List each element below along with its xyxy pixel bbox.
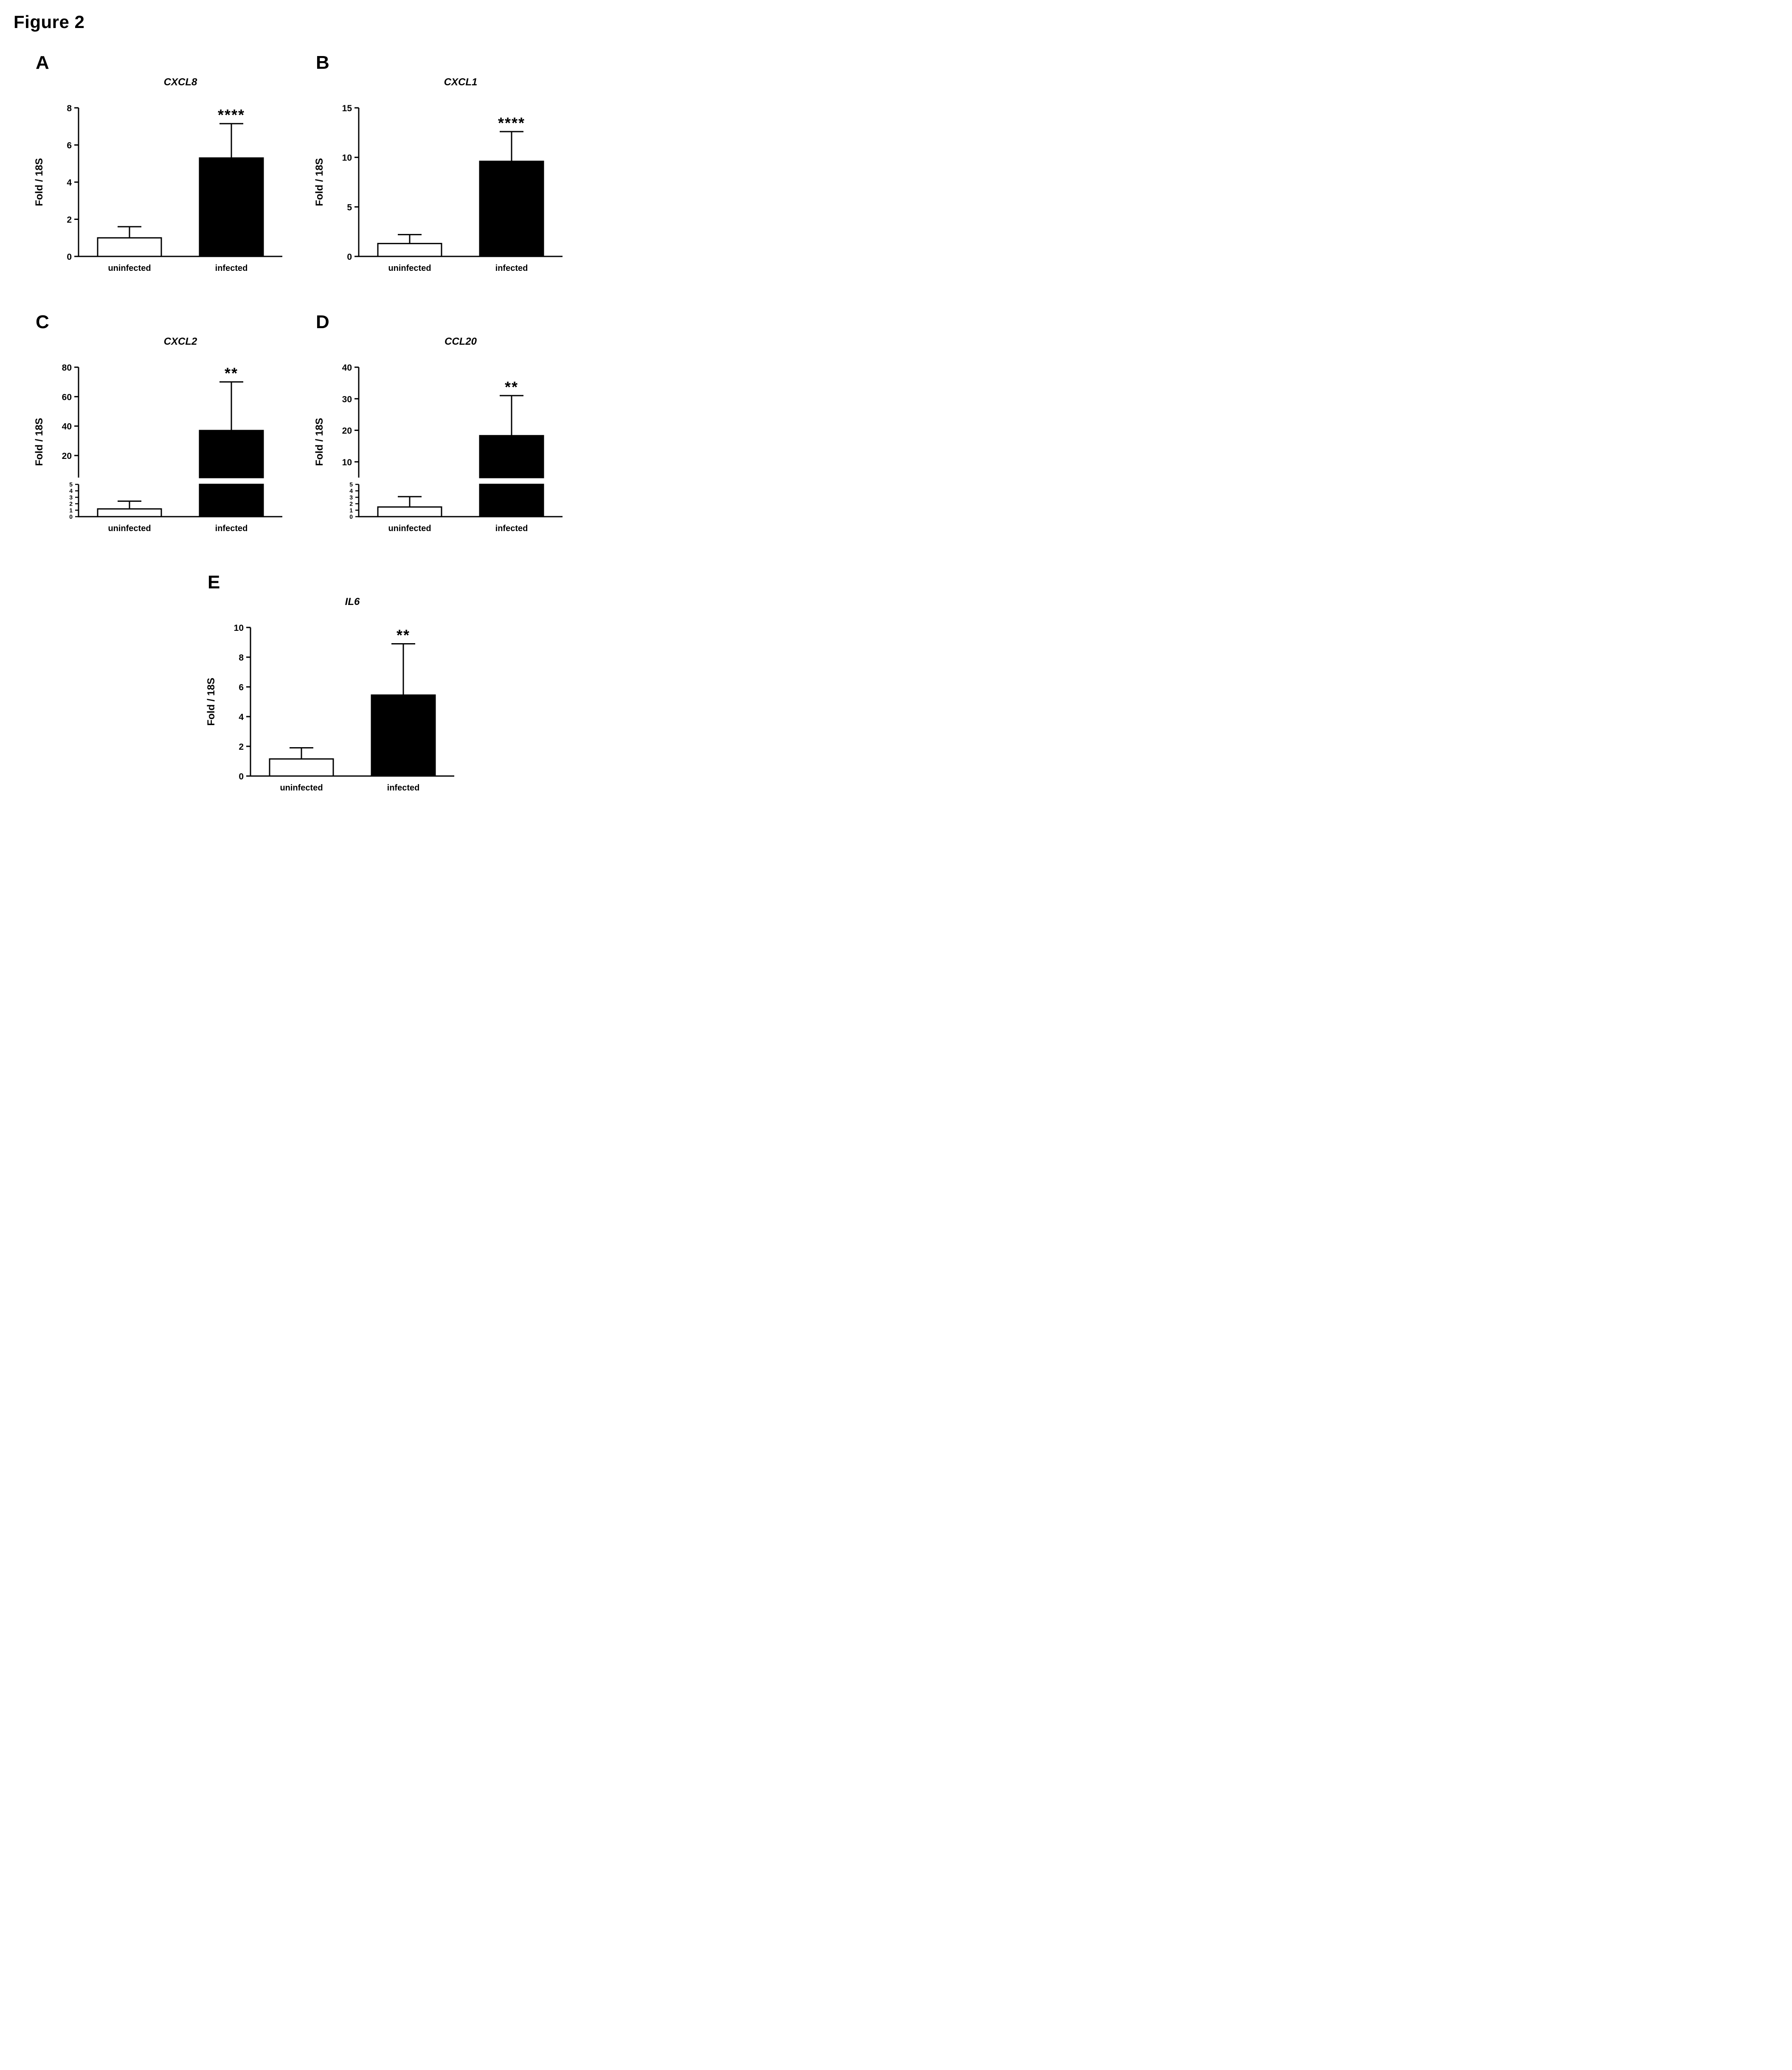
y-tick-label: 15 xyxy=(342,104,352,113)
significance-stars: **** xyxy=(498,114,525,132)
y-tick-label: 2 xyxy=(349,501,353,507)
y-tick-label: 20 xyxy=(342,426,352,436)
x-category-label: infected xyxy=(495,524,528,533)
bar-chart-cxcl1: 0 5 10 15 Fold / 18S **** uninfected infected xyxy=(314,104,563,273)
panel-label-a: A xyxy=(36,52,49,73)
y-axis-label: Fold / 18S xyxy=(205,678,217,726)
y-tick-label: 4 xyxy=(67,178,72,188)
panel-e: E IL6 0 2 4 6 8 10 Fold / 18S ** uninfected infec… xyxy=(202,573,465,796)
chart-title-ccl20: CCL20 xyxy=(444,336,477,347)
bar-uninfected-lower xyxy=(97,508,162,518)
y-tick-label: 8 xyxy=(239,653,244,663)
chart-title-cxcl1: CXCL1 xyxy=(444,76,478,88)
y-tick-label: 40 xyxy=(62,422,72,432)
y-tick-label: 3 xyxy=(349,494,353,501)
x-category-label: uninfected xyxy=(388,264,431,273)
y-axis-label: Fold / 18S xyxy=(314,418,325,466)
bar-infected-lower xyxy=(479,484,544,518)
chart-title-cxcl2: CXCL2 xyxy=(163,336,197,347)
bar-infected-upper xyxy=(199,430,264,478)
bar-infected-upper xyxy=(479,435,544,478)
bar-infected-lower xyxy=(199,484,264,518)
y-axis-label: Fold / 18S xyxy=(34,418,45,466)
x-category-label: infected xyxy=(215,264,248,273)
bar-uninfected xyxy=(97,237,162,257)
significance-stars: ** xyxy=(225,365,238,382)
y-tick-label: 60 xyxy=(62,392,72,402)
y-tick-label: 10 xyxy=(342,153,352,163)
significance-stars: ** xyxy=(397,627,410,644)
y-tick-label: 6 xyxy=(67,141,72,151)
y-tick-label: 0 xyxy=(69,513,73,520)
significance-stars: **** xyxy=(218,106,245,124)
y-tick-label: 2 xyxy=(69,501,73,507)
panel-grid: A CXCL8 0 2 4 6 8 Fold / 18S **** uninfected inf… xyxy=(30,53,597,796)
bar-chart-il6: 0 2 4 6 8 10 Fold / 18S ** uninfected infected xyxy=(205,623,454,793)
y-tick-label: 0 xyxy=(67,252,72,262)
y-axis-label: Fold / 18S xyxy=(314,158,325,206)
bar-chart-cxcl8: 0 2 4 6 8 Fold / 18S **** uninfected infected xyxy=(34,104,282,273)
bar-infected xyxy=(371,694,436,777)
bar-uninfected xyxy=(269,758,334,777)
y-tick-label: 80 xyxy=(62,363,72,373)
y-tick-label: 3 xyxy=(69,494,73,501)
x-category-label: infected xyxy=(495,264,528,273)
x-category-label: uninfected xyxy=(280,783,323,793)
panel-d: D CCL20 10 20 30 40 5 4 3 2 1 0 Fold / 18S ** uninfe… xyxy=(310,313,573,537)
bar-infected xyxy=(199,157,264,257)
panel-label-e: E xyxy=(208,572,220,593)
y-tick-label: 0 xyxy=(349,513,353,520)
x-category-label: infected xyxy=(387,783,420,793)
y-tick-label: 40 xyxy=(342,363,352,373)
y-tick-label: 6 xyxy=(239,683,244,692)
figure-title: Figure 2 xyxy=(14,12,85,32)
x-category-label: uninfected xyxy=(388,524,431,533)
y-tick-label: 0 xyxy=(347,252,352,262)
panel-label-c: C xyxy=(36,312,49,332)
panel-label-b: B xyxy=(316,52,329,73)
y-tick-label: 2 xyxy=(239,742,244,752)
significance-stars: ** xyxy=(505,378,518,396)
y-tick-label: 30 xyxy=(342,394,352,404)
y-tick-label: 4 xyxy=(349,487,353,494)
panel-b: B CXCL1 0 5 10 15 Fold / 18S **** uninfected in… xyxy=(310,53,573,277)
bar-infected xyxy=(479,160,544,257)
x-category-label: uninfected xyxy=(108,524,151,533)
y-tick-label: 5 xyxy=(347,202,352,212)
y-tick-label: 1 xyxy=(69,507,73,514)
bar-uninfected-lower xyxy=(377,506,442,518)
y-tick-label: 20 xyxy=(62,451,72,461)
y-tick-label: 10 xyxy=(342,458,352,467)
panel-label-d: D xyxy=(316,312,329,332)
y-tick-label: 10 xyxy=(234,623,244,633)
chart-title-il6: IL6 xyxy=(345,596,360,608)
y-tick-label: 0 xyxy=(239,772,244,782)
y-tick-label: 2 xyxy=(67,215,72,225)
x-category-label: infected xyxy=(215,524,248,533)
bar-uninfected xyxy=(377,243,442,257)
y-tick-label: 4 xyxy=(239,712,244,722)
y-tick-label: 5 xyxy=(69,481,73,488)
x-category-label: uninfected xyxy=(108,264,151,273)
y-tick-label: 8 xyxy=(67,104,72,113)
panel-a: A CXCL8 0 2 4 6 8 Fold / 18S **** uninfected inf… xyxy=(30,53,293,277)
chart-title-cxcl8: CXCL8 xyxy=(163,76,197,88)
y-tick-label: 5 xyxy=(349,481,353,488)
y-axis-label: Fold / 18S xyxy=(34,158,45,206)
y-tick-label: 1 xyxy=(349,507,353,514)
panel-c: C CXCL2 20 40 60 80 5 4 3 2 1 0 Fold / 18S ** uninfe… xyxy=(30,313,293,537)
y-tick-label: 4 xyxy=(69,487,73,494)
